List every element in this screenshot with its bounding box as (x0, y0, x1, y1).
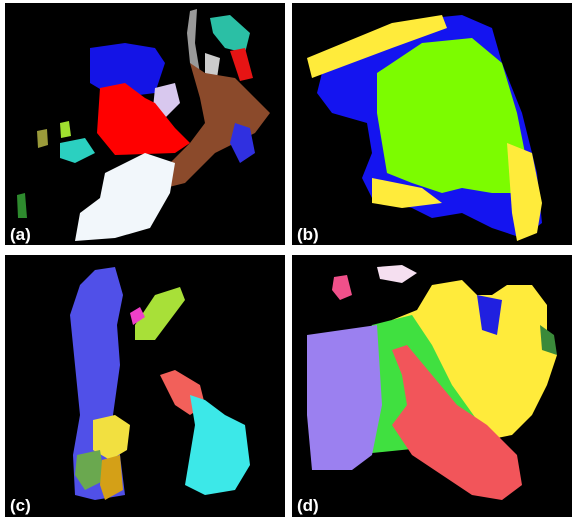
mask (130, 307, 145, 325)
panel-label: (b) (297, 225, 319, 244)
panel-label: (c) (10, 496, 31, 515)
mask (185, 395, 250, 495)
mask (307, 325, 382, 470)
mask (377, 265, 417, 283)
panel-label: (d) (297, 496, 319, 515)
mask (75, 450, 105, 490)
mask (210, 15, 250, 53)
panel-c: (c) (5, 255, 285, 517)
mask (75, 153, 175, 241)
mask (230, 123, 255, 163)
mask (392, 345, 522, 500)
panel-b: (b) (292, 3, 572, 245)
mask (377, 38, 527, 193)
panel-background (5, 255, 285, 517)
mask (17, 193, 27, 218)
mask (97, 83, 190, 155)
mask (205, 53, 220, 78)
mask (93, 415, 130, 460)
panel-d: (d) (292, 255, 572, 517)
panel-label: (a) (10, 225, 31, 244)
mask (230, 48, 253, 81)
mask (187, 9, 200, 73)
mask (60, 138, 95, 163)
mask (332, 275, 352, 300)
mask (477, 295, 502, 335)
mask (372, 178, 442, 208)
mask (165, 63, 270, 188)
mask (507, 143, 542, 241)
mask (100, 455, 123, 500)
mask (37, 129, 48, 148)
mask (307, 15, 447, 78)
mask (60, 121, 71, 138)
mask (135, 287, 185, 340)
mask (90, 43, 165, 98)
mask (540, 325, 557, 355)
panel-a: (a) (5, 3, 285, 245)
